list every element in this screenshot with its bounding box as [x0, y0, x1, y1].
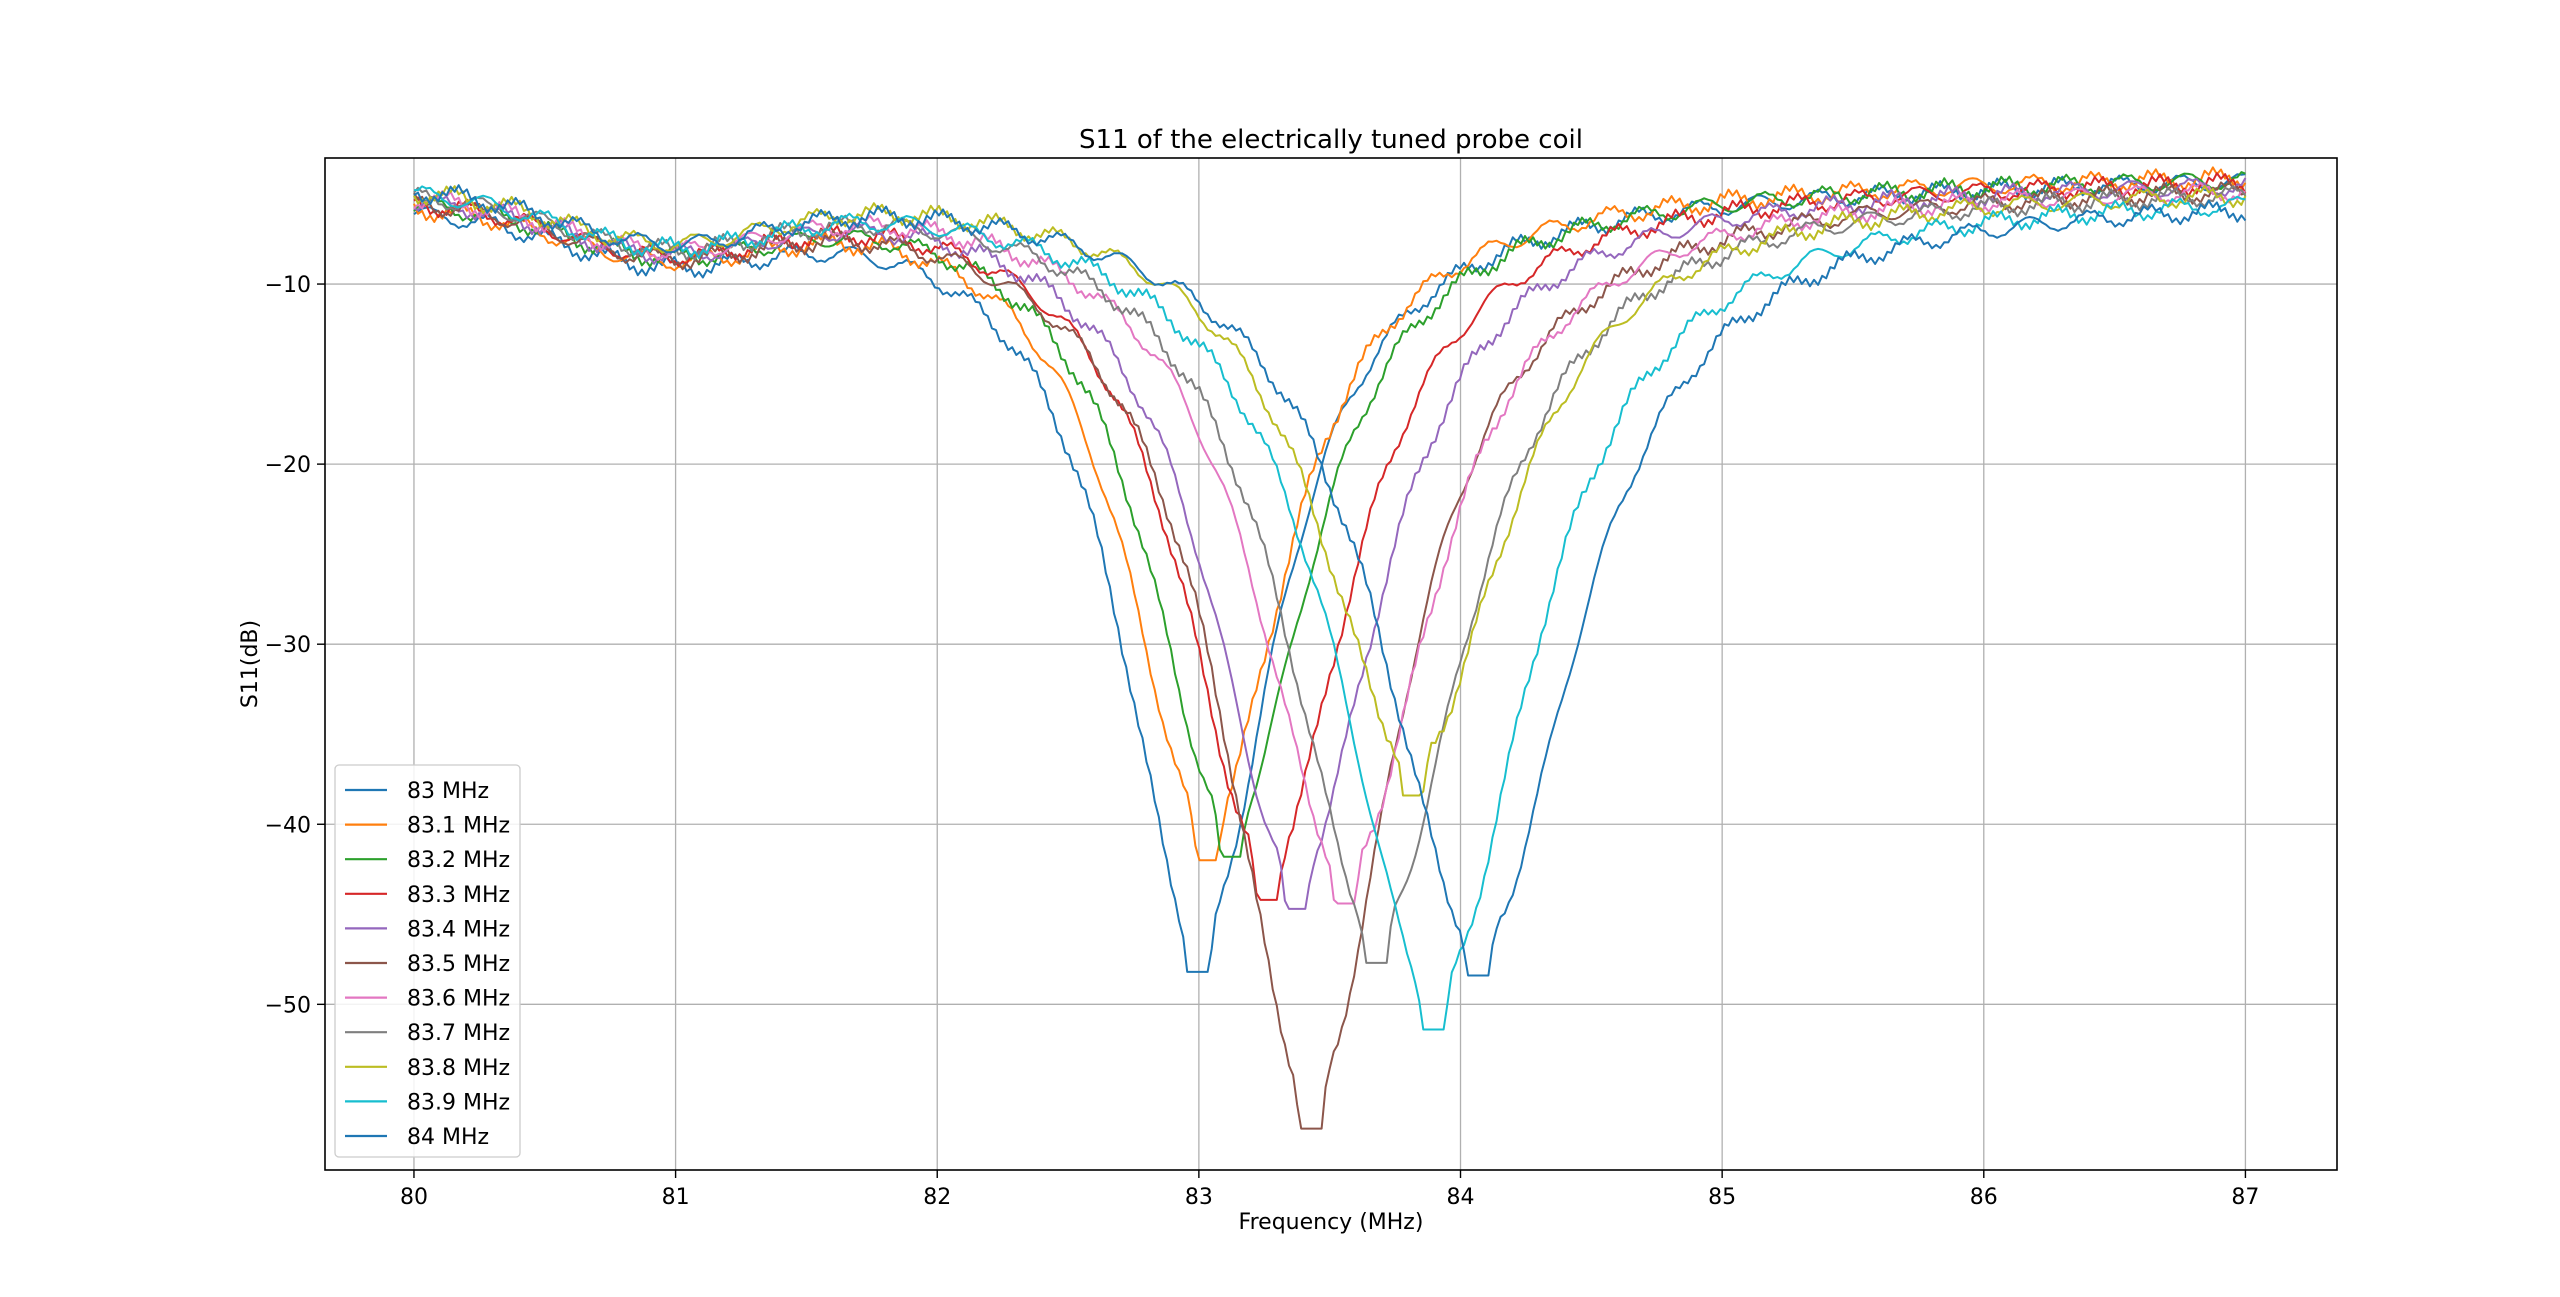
y-tick-label: −50 [265, 993, 311, 1018]
x-tick-label: 83 [1185, 1185, 1213, 1210]
legend-label: 83.8 MHz [407, 1056, 510, 1081]
ticks: 80 81 82 83 84 85 86 87 −10 −20 −30 −40 −50 [265, 273, 2260, 1210]
legend-label: 83 MHz [407, 779, 489, 804]
series-line [413, 185, 2247, 964]
y-tick-label: −10 [265, 273, 311, 298]
series-line [413, 172, 2247, 901]
y-tick-label: −30 [265, 633, 311, 658]
y-tick-label: −40 [265, 813, 311, 838]
x-tick-label: 80 [400, 1185, 428, 1210]
series-line [413, 184, 2247, 977]
grid [325, 158, 2337, 1170]
legend-label: 83.7 MHz [407, 1021, 510, 1046]
x-axis-title: Frequency (MHz) [1239, 1210, 1424, 1235]
x-tick-label: 81 [662, 1185, 690, 1210]
x-tick-label: 85 [1708, 1185, 1736, 1210]
series-line [413, 177, 2247, 910]
series-line [413, 166, 2247, 862]
series-line [413, 173, 2246, 973]
legend-label: 83.9 MHz [407, 1090, 510, 1115]
legend-label: 84 MHz [407, 1125, 489, 1150]
legend-label: 83.4 MHz [407, 917, 510, 942]
plot-lines [413, 166, 2247, 1130]
legend-label: 83.5 MHz [407, 952, 510, 977]
series-line [413, 185, 2247, 797]
series-line [414, 185, 2246, 1031]
axes-frame [324, 157, 2338, 1171]
legend: 83 MHz 83.1 MHz 83.2 MHz 83.3 MHz 83.4 MHz 83… [334, 764, 521, 1158]
legend-label: 83.6 MHz [407, 987, 510, 1012]
y-tick-label: −20 [265, 453, 311, 478]
series-line [413, 181, 2246, 1130]
legend-label: 83.3 MHz [407, 883, 510, 908]
legend-label: 83.1 MHz [407, 814, 510, 839]
series-line [413, 171, 2246, 858]
legend-label: 83.2 MHz [407, 848, 510, 873]
legend-box [334, 764, 521, 1158]
y-axis-title: S11(dB) [238, 620, 263, 708]
chart-title: S11 of the electrically tuned probe coil [1079, 125, 1583, 155]
series-line [413, 181, 2246, 905]
x-tick-label: 87 [2231, 1185, 2259, 1210]
x-tick-label: 86 [1970, 1185, 1998, 1210]
x-tick-label: 84 [1447, 1185, 1475, 1210]
x-tick-label: 82 [923, 1185, 951, 1210]
